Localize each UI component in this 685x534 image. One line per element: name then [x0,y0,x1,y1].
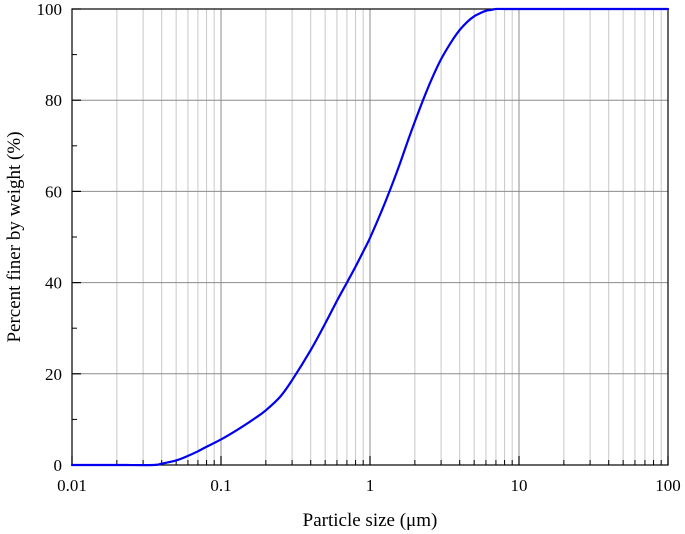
series-line [70,7,670,467]
x-axis-title: Particle size (μm) [303,510,438,531]
y-tick-label: 0 [54,456,63,475]
y-tick-label: 100 [37,0,63,19]
y-tick-label: 80 [45,91,62,110]
x-tick-label: 100 [655,476,681,495]
y-tick-label: 40 [45,274,62,293]
grid-minor [116,9,662,465]
x-tick-label: 1 [366,476,375,495]
x-tick-label: 0.1 [210,476,231,495]
y-axis-title: Percent finer by weight (%) [4,131,25,342]
y-axis-ticks: 0 20 40 60 80 100 [37,0,81,475]
x-axis-ticks: 0.01 0.1 1 10 100 [57,456,681,495]
x-tick-label: 0.01 [57,476,87,495]
x-tick-label: 10 [511,476,528,495]
y-tick-label: 60 [45,182,62,201]
y-tick-label: 20 [45,365,62,384]
